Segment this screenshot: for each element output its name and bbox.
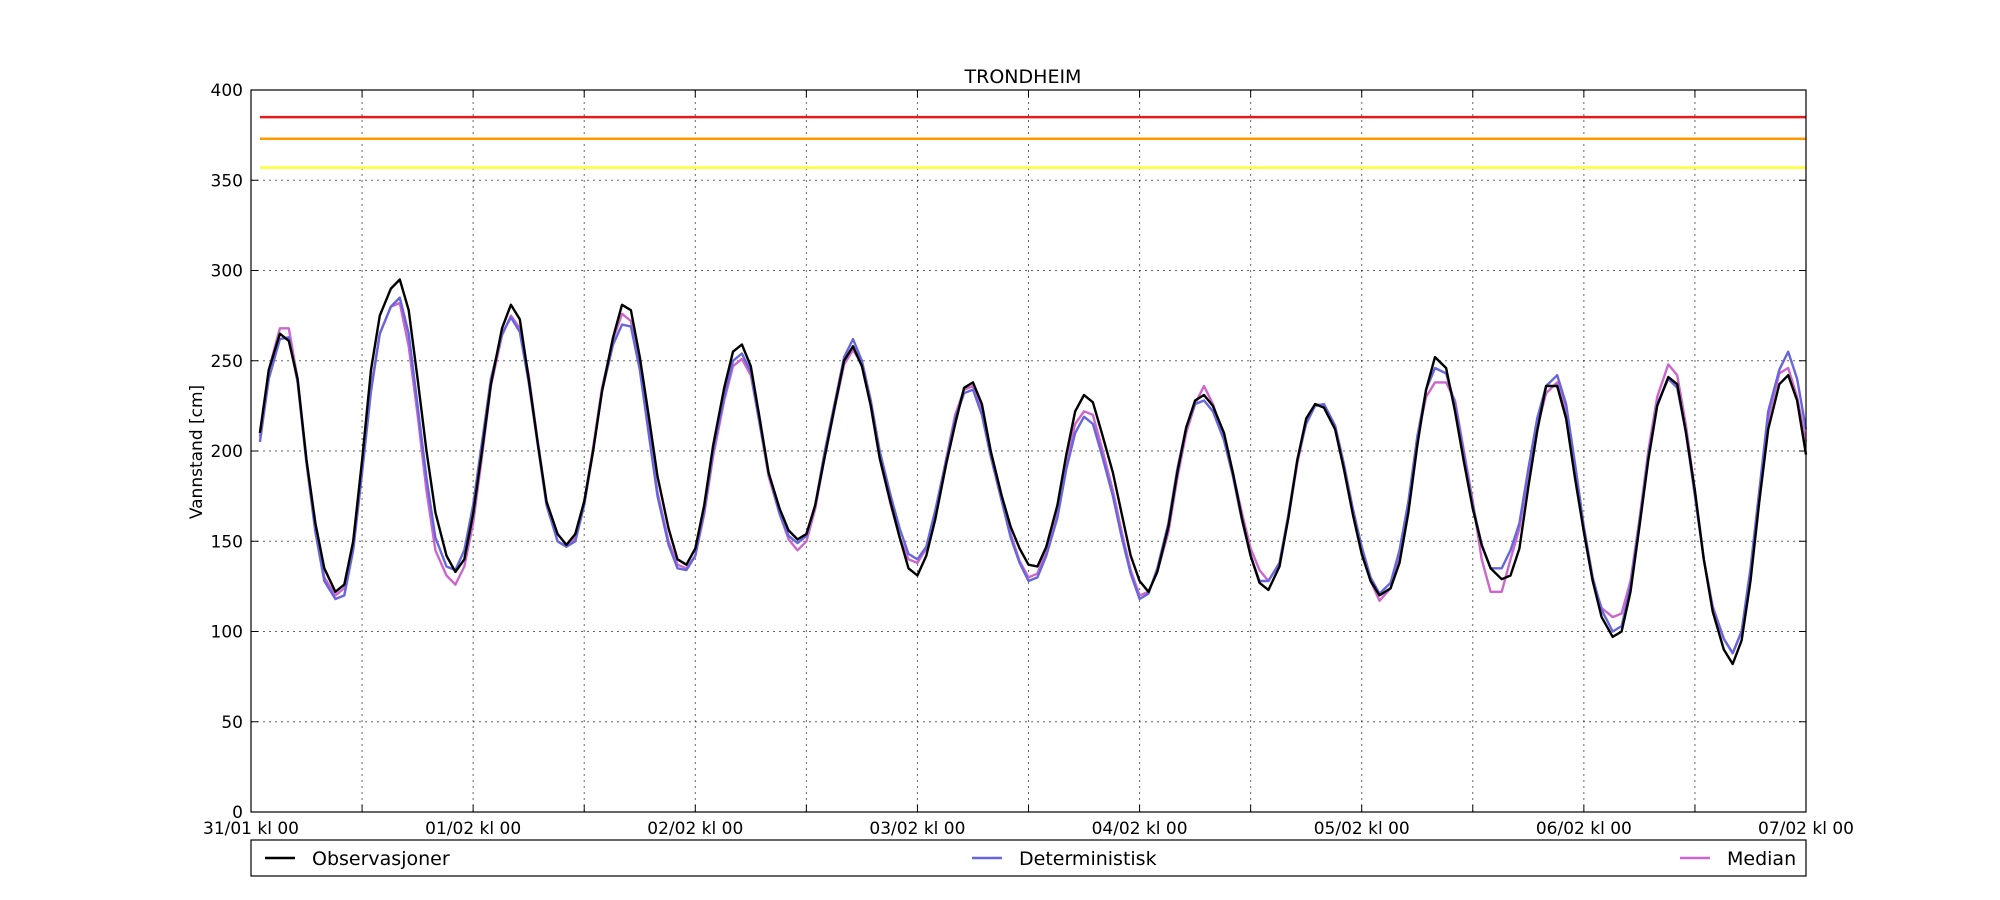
y-tick-label: 350 (211, 171, 243, 191)
x-tick-label: 04/02 kl 00 (1092, 819, 1188, 839)
y-tick-label: 200 (211, 442, 243, 462)
y-axis-label: Vannstand [cm] (187, 385, 207, 519)
y-tick-label: 300 (211, 262, 243, 282)
legend-label: Deterministisk (1019, 848, 1157, 870)
y-tick-label: 50 (221, 713, 243, 733)
y-tick-label: 100 (211, 623, 243, 643)
y-tick-label: 400 (211, 81, 243, 101)
y-axis: 0 50 100 150 200 250 300 350 400 (211, 81, 1806, 823)
x-tick-label: 06/02 kl 00 (1536, 819, 1632, 839)
series-line-observasjoner (258, 278, 1808, 666)
legend: Observasjoner Deterministisk Median (250, 839, 1807, 877)
x-tick-label: 31/01 kl 00 (203, 819, 299, 839)
chart-title: TRONDHEIM (964, 66, 1082, 88)
series-line-median (258, 301, 1808, 655)
x-tick-label: 01/02 kl 00 (425, 819, 521, 839)
y-tick-label: 150 (211, 532, 243, 552)
series-lines (258, 278, 1808, 666)
x-tick-label: 02/02 kl 00 (647, 819, 743, 839)
grid (251, 90, 1806, 812)
x-tick-label: 05/02 kl 00 (1314, 819, 1410, 839)
y-tick-label: 250 (211, 352, 243, 372)
series-line-deterministisk (258, 296, 1808, 655)
legend-frame (250, 839, 1807, 877)
x-tick-label: 03/02 kl 00 (869, 819, 965, 839)
x-tick-label: 07/02 kl 00 (1758, 819, 1854, 839)
legend-label: Median (1727, 848, 1796, 870)
legend-label: Observasjoner (312, 848, 450, 870)
threshold-lines (259, 115, 1806, 169)
y-tick-label: 0 (232, 803, 243, 823)
x-axis: 31/01 kl 00 01/02 kl 00 02/02 kl 00 03/02 k… (203, 90, 1854, 839)
